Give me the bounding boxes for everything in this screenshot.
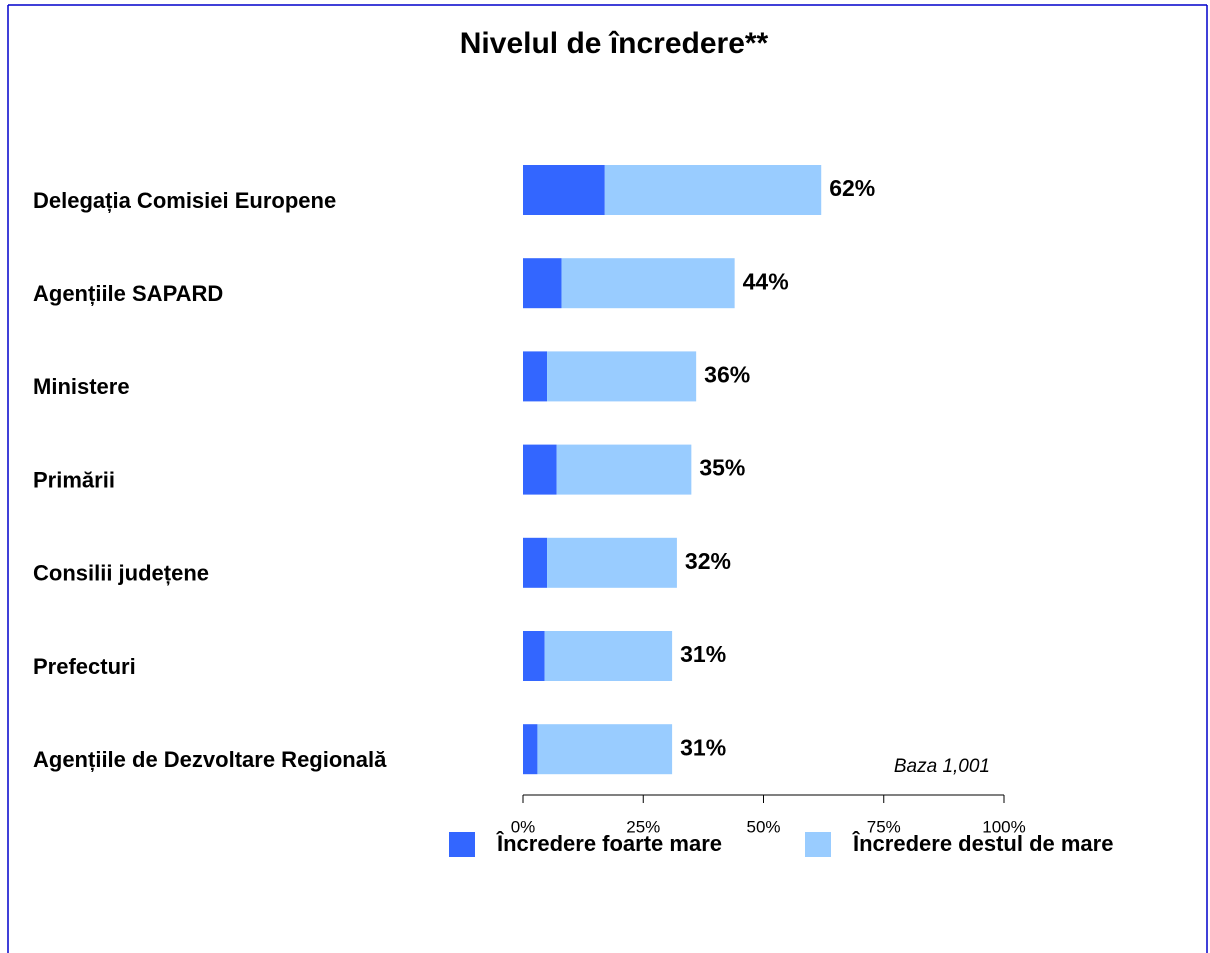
- bar-segment: [523, 444, 557, 495]
- total-label: 32%: [685, 548, 731, 574]
- bar-segment: [523, 631, 545, 681]
- total-label: 36%: [704, 361, 750, 387]
- x-tick-label: 75%: [867, 817, 901, 836]
- total-label: 31%: [680, 734, 726, 760]
- bar-segment: [604, 165, 822, 215]
- category-label: Prefecturi: [33, 654, 136, 679]
- legend-label: Încredere foarte mare: [496, 831, 722, 856]
- legend-swatch: [449, 832, 475, 857]
- bar-segment: [523, 258, 562, 309]
- total-label: 31%: [680, 641, 726, 667]
- x-tick-label: 100%: [982, 817, 1025, 836]
- bar-segment: [547, 537, 677, 588]
- legend-label: Încredere destul de mare: [852, 831, 1113, 856]
- annotation: Baza 1,001: [894, 756, 990, 777]
- bar-segment: [523, 165, 605, 215]
- bar-segment: [556, 444, 692, 495]
- bar-segment: [523, 724, 538, 775]
- legend-swatch: [805, 832, 831, 857]
- bar-segment: [547, 351, 697, 402]
- category-label: Primării: [33, 467, 115, 492]
- category-label: Ministere: [33, 374, 130, 399]
- chart-title: Nivelul de încredere**: [460, 27, 769, 60]
- category-label: Agențiile de Dezvoltare Regională: [33, 747, 387, 772]
- bar-segment: [523, 351, 548, 402]
- bar-segment: [537, 724, 673, 775]
- bar-segment: [544, 631, 673, 681]
- bar-segment: [523, 537, 548, 588]
- category-label: Agențiile SAPARD: [33, 281, 223, 306]
- bar-segment: [561, 258, 735, 309]
- total-label: 62%: [829, 175, 875, 201]
- total-label: 44%: [743, 268, 789, 294]
- category-label: Delegația Comisiei Europene: [33, 188, 336, 213]
- x-tick-label: 50%: [746, 817, 780, 836]
- x-tick-label: 25%: [626, 817, 660, 836]
- total-label: 35%: [699, 455, 745, 481]
- x-tick-label: 0%: [511, 817, 536, 836]
- category-label: Consilii județene: [33, 561, 209, 586]
